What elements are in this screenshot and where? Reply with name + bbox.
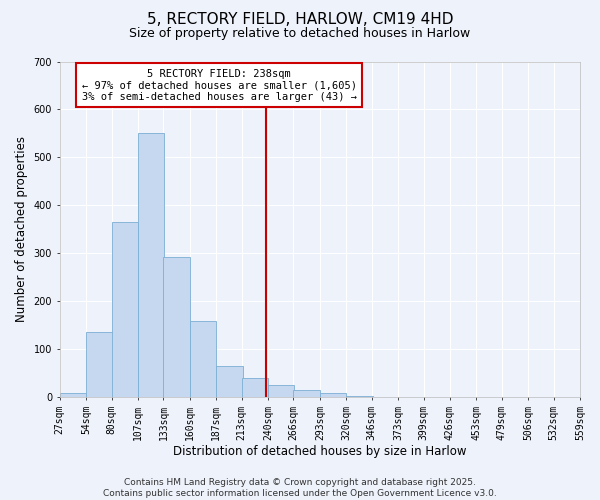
Bar	[346, 396, 373, 398]
Bar	[59, 392, 86, 398]
Y-axis label: Number of detached properties: Number of detached properties	[15, 136, 28, 322]
Bar	[268, 386, 295, 398]
Text: 5, RECTORY FIELD, HARLOW, CM19 4HD: 5, RECTORY FIELD, HARLOW, CM19 4HD	[147, 12, 453, 28]
Bar	[138, 134, 164, 398]
X-axis label: Distribution of detached houses by size in Harlow: Distribution of detached houses by size …	[173, 444, 467, 458]
Bar	[320, 392, 346, 398]
Bar	[190, 320, 216, 398]
Bar	[293, 390, 320, 398]
Text: Contains HM Land Registry data © Crown copyright and database right 2025.
Contai: Contains HM Land Registry data © Crown c…	[103, 478, 497, 498]
Text: Size of property relative to detached houses in Harlow: Size of property relative to detached ho…	[130, 28, 470, 40]
Bar	[112, 222, 138, 398]
Bar	[242, 378, 268, 398]
Text: 5 RECTORY FIELD: 238sqm
← 97% of detached houses are smaller (1,605)
3% of semi-: 5 RECTORY FIELD: 238sqm ← 97% of detache…	[82, 68, 356, 102]
Bar	[86, 332, 113, 398]
Bar	[216, 366, 242, 398]
Bar	[163, 257, 190, 398]
